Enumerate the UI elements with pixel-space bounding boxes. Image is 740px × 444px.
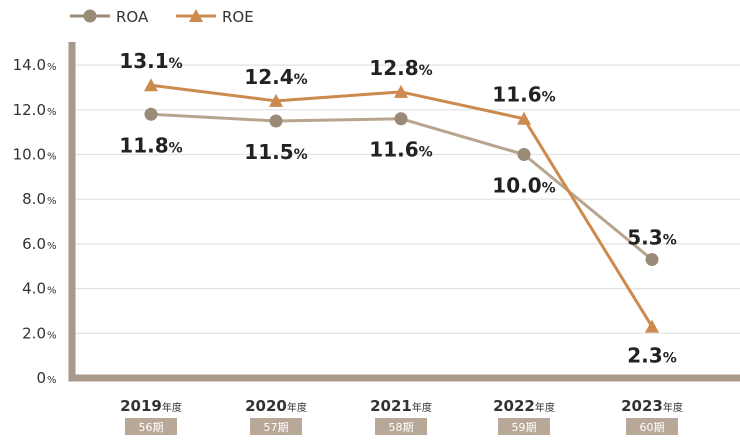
y-tick-unit: % — [47, 375, 57, 386]
period-box — [498, 418, 550, 435]
x-axis-line — [68, 374, 740, 382]
chart-legend: ROA ROE — [70, 8, 254, 26]
roe-point — [517, 111, 531, 125]
data-labels: 13.1% 12.4% 12.8% 11.6% 2.3% 11.8% 11.5% 11.6% 1… — [119, 49, 676, 367]
period-label: 58期 — [389, 421, 414, 434]
roa-point — [645, 253, 659, 267]
data-label: 11.6% — [492, 83, 555, 107]
y-tick-label: 14.0 — [13, 56, 46, 74]
period-box — [375, 418, 427, 435]
period-label: 59期 — [512, 421, 537, 434]
y-tick-unit: % — [47, 107, 57, 118]
y-tick-unit: % — [47, 241, 57, 252]
y-axis-line — [68, 42, 76, 382]
x-category-label: 2020年度 — [245, 397, 307, 415]
y-tick-unit: % — [47, 286, 57, 297]
y-tick-label: 8.0 — [22, 190, 46, 208]
period-label: 60期 — [640, 421, 665, 434]
y-tick-label: 4.0 — [22, 280, 46, 298]
roe-point — [645, 319, 659, 333]
data-label: 12.8% — [369, 56, 432, 80]
y-tick-unit: % — [47, 330, 57, 341]
x-category-label: 2021年度 — [370, 397, 432, 415]
data-label: 12.4% — [244, 65, 307, 89]
data-label: 11.8% — [119, 133, 182, 157]
y-axis-ticks: 0 %2.0 %4.0 %6.0 %8.0 %10.0 %12.0 %14.0% — [13, 56, 57, 387]
period-label: 57期 — [264, 421, 289, 434]
roa-point — [269, 114, 283, 128]
x-category-label: 2019年度 — [120, 397, 182, 415]
y-tick-unit: % — [47, 196, 57, 207]
data-label: 10.0% — [492, 174, 555, 198]
y-tick-label: 12.0 — [13, 101, 46, 119]
y-tick-label: 10.0 — [13, 146, 46, 164]
period-box — [125, 418, 177, 435]
y-tick-unit: % — [47, 62, 57, 73]
x-axis-categories: 2019年度 56期 2020年度 57期 2021年度 58期 2022年度 59期 2023… — [120, 397, 683, 435]
x-category-label: 2023年度 — [621, 397, 683, 415]
data-label: 13.1% — [119, 49, 182, 73]
period-box — [626, 418, 678, 435]
x-category-label: 2022年度 — [493, 397, 555, 415]
roe-point — [144, 78, 158, 92]
roa-point — [517, 148, 531, 161]
roe-point — [394, 84, 408, 98]
y-tick-label: 0 — [36, 369, 46, 387]
data-label: 5.3% — [627, 226, 676, 250]
legend-marker-triangle-icon — [189, 9, 203, 22]
period-label: 56期 — [139, 421, 164, 434]
legend-label: ROA — [116, 8, 149, 26]
y-tick-label: 6.0 — [22, 235, 46, 253]
legend-marker-circle-icon — [83, 9, 97, 23]
series-markers — [144, 78, 659, 333]
y-tick-label: 2.0 — [22, 324, 46, 342]
roe-point — [269, 93, 283, 107]
data-label: 11.5% — [244, 140, 307, 164]
period-box — [250, 418, 302, 435]
series-line-roa — [150, 112, 653, 261]
roa-point — [144, 107, 158, 121]
axes — [68, 42, 740, 382]
y-tick-unit: % — [47, 152, 57, 163]
roa-point — [394, 112, 408, 126]
data-label: 2.3% — [627, 344, 676, 368]
legend-label: ROE — [222, 8, 254, 26]
data-label: 11.6% — [369, 138, 432, 162]
grid-lines — [72, 64, 740, 334]
